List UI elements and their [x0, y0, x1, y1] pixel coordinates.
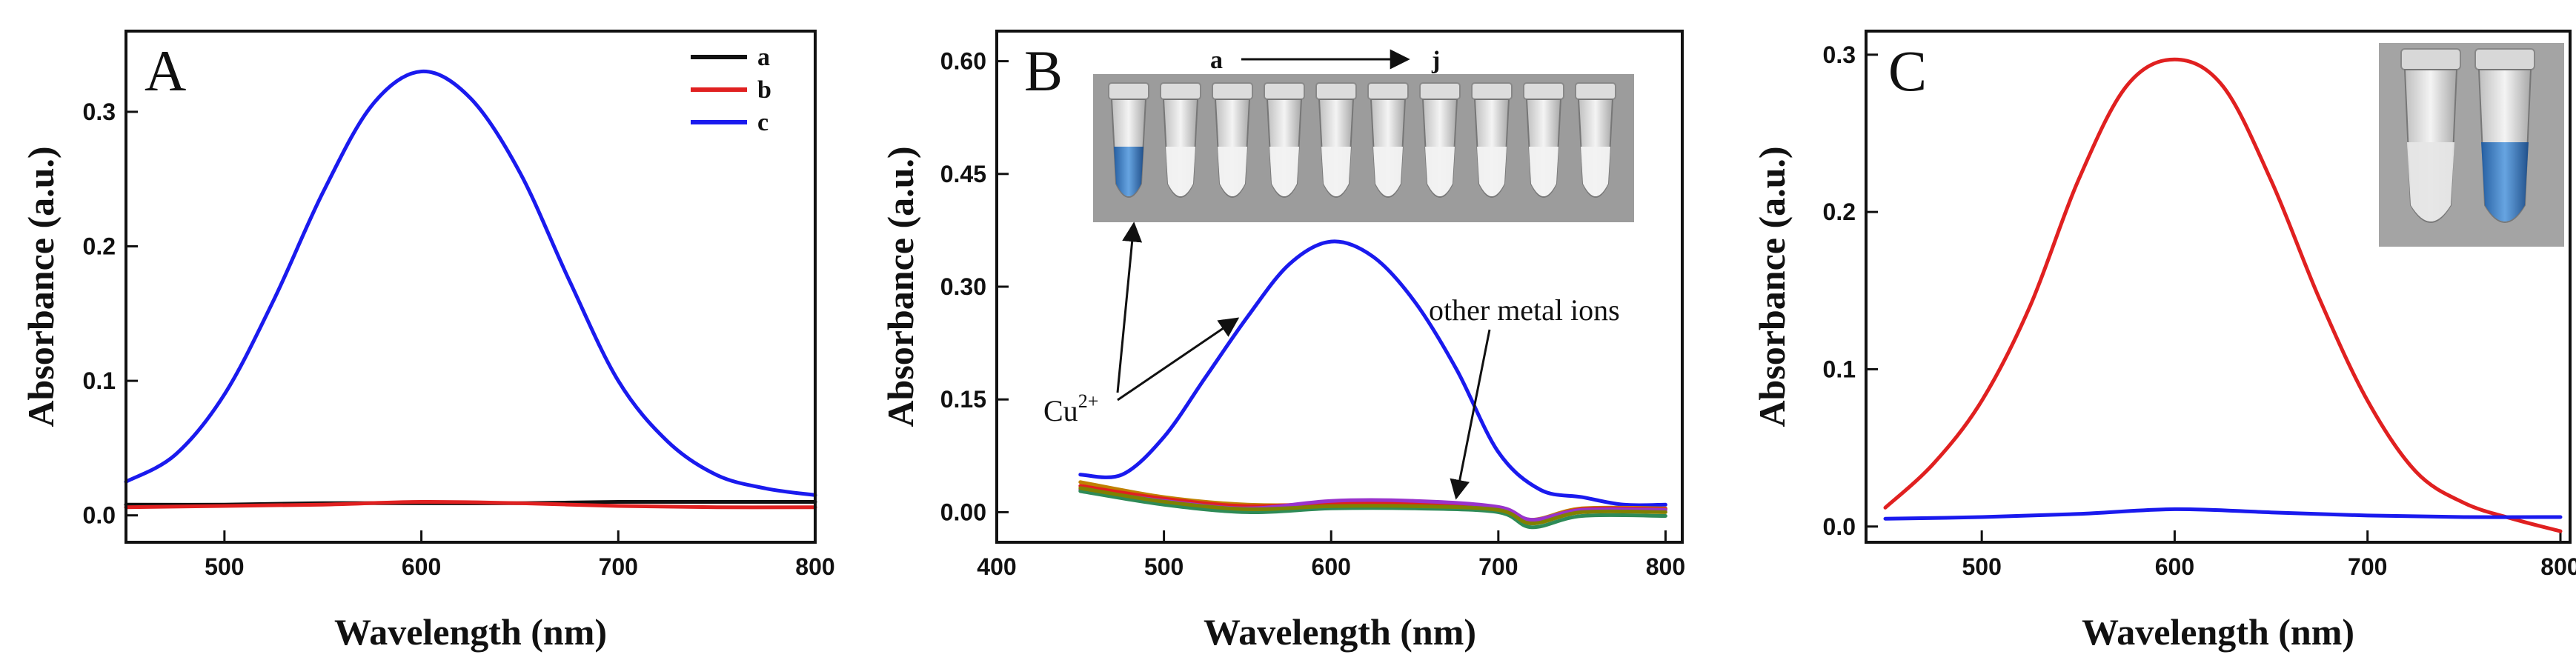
other-metal-ions-label: other metal ions: [1429, 293, 1620, 327]
legend-label-c: c: [757, 109, 769, 136]
y-tick-label: 0.60: [940, 48, 986, 75]
tube-cap: [1264, 82, 1305, 100]
x-tick-label: 800: [795, 553, 834, 580]
panel-b-frame: [995, 30, 1684, 544]
x-tick-label: 700: [2348, 553, 2387, 580]
tube-cap: [1315, 82, 1357, 100]
inset-tubes: [1108, 82, 1616, 198]
panel-a-xlabel: Wavelength (nm): [334, 611, 607, 653]
y-tick-label: 0.30: [940, 273, 986, 300]
series-line-blue: [1883, 507, 2563, 521]
x-tick-label: 700: [599, 553, 638, 580]
tube-solution-clear: [2407, 142, 2454, 221]
x-tick-label: 600: [1312, 553, 1351, 580]
panel-b-ylabel: Absorbance (a.u.): [880, 146, 921, 427]
series-line-c: [124, 69, 817, 497]
cu-arrow-to-curve: [1117, 317, 1240, 402]
series-line-red: [1883, 57, 2563, 533]
inset-c-tubes: [2400, 48, 2535, 223]
panel-c-xlabel: Wavelength (nm): [2082, 611, 2354, 653]
other-ions-arrow: [1450, 329, 1491, 500]
panel-c-inner: 500 600 700 800 0.0 0.1 0.2 0.3: [1823, 41, 2576, 580]
tube-cap: [2400, 48, 2461, 70]
panel-a-legend: a b c: [691, 44, 771, 136]
tube-solution-clear: [1321, 147, 1351, 196]
y-tick-label: 0.45: [940, 161, 986, 187]
cu-arrow-to-tube: [1116, 221, 1143, 393]
x-tick-label: 400: [977, 553, 1016, 580]
tube-cap: [1367, 82, 1409, 100]
panel-a-inner: 500 600 700 800 0.0 0.1 0.2 0.3: [83, 69, 835, 580]
inset-label-start: a: [1210, 47, 1223, 74]
tube-cap: [1575, 82, 1616, 100]
panel-a-frame: [125, 30, 817, 544]
tube-solution-blue: [1114, 147, 1143, 196]
panel-a: 500 600 700 800 0.0 0.1 0.2 0.3 A a b c Wavelen…: [20, 30, 835, 653]
y-tick-label: 0.1: [1823, 356, 1856, 382]
panel-b-label: B: [1024, 39, 1063, 103]
tube-solution-clear: [1477, 147, 1507, 196]
panel-a-label: A: [145, 39, 186, 103]
y-tick-label: 0.2: [83, 233, 116, 260]
cu-label-base: Cu: [1043, 394, 1078, 427]
x-tick-label: 500: [205, 553, 244, 580]
tube-solution-clear: [1166, 147, 1195, 196]
x-tick-label: 800: [2540, 553, 2576, 580]
y-tick-label: 0.3: [83, 99, 116, 125]
panel-b-inner: 400 500 600 700 800 0.00 0.15 0.30 0.45 0.60: [940, 48, 1685, 580]
y-tick-label: 0.0: [1823, 513, 1856, 540]
x-tick-label: 500: [1962, 553, 2001, 580]
tube-cap: [1419, 82, 1461, 100]
y-tick-label: 0.15: [940, 386, 986, 413]
tube-solution-clear: [1529, 147, 1558, 196]
panel-b-xlabel: Wavelength (nm): [1204, 611, 1476, 653]
tube-cap: [1108, 82, 1149, 100]
legend-label-a: a: [757, 44, 770, 71]
inset-label-end: j: [1431, 47, 1440, 74]
y-tick-label: 0.0: [83, 502, 116, 529]
tube-solution-clear: [1425, 147, 1455, 196]
tube-solution-clear: [1218, 147, 1247, 196]
tube-cap: [1471, 82, 1513, 100]
cu-label: Cu2+: [1043, 390, 1098, 427]
x-tick-label: 600: [2155, 553, 2194, 580]
tube-cap: [1160, 82, 1201, 100]
series-line-cu2-: [1078, 239, 1667, 507]
x-tick-label: 800: [1646, 553, 1685, 580]
tube-solution-clear: [1373, 147, 1403, 196]
panel-b: 400 500 600 700 800 0.00 0.15 0.30 0.45 0.60 B a …: [880, 30, 1685, 653]
tube-cap: [1523, 82, 1564, 100]
legend-label-b: b: [757, 76, 771, 104]
tube-solution-clear: [1581, 147, 1610, 196]
panel-c-inset-photo: [2379, 43, 2564, 247]
panel-b-annotations: Cu2+ other metal ions: [1043, 221, 1620, 500]
x-tick-label: 700: [1478, 553, 1518, 580]
series-line-b: [124, 499, 817, 510]
y-tick-label: 0.1: [83, 367, 116, 394]
panel-c-label: C: [1888, 39, 1927, 103]
tube-cap: [1212, 82, 1253, 100]
y-tick-label: 0.3: [1823, 41, 1856, 68]
panel-b-inset-photo: a j: [1093, 47, 1634, 222]
panel-c-frame: [1865, 30, 2572, 544]
x-tick-label: 500: [1144, 553, 1184, 580]
panel-a-ylabel: Absorbance (a.u.): [20, 146, 62, 427]
y-tick-label: 0.00: [940, 499, 986, 525]
panel-c: 500 600 700 800 0.0 0.1 0.2 0.3 C Wavelength (n…: [1751, 30, 2576, 653]
y-tick-label: 0.2: [1823, 199, 1856, 225]
x-tick-label: 600: [402, 553, 441, 580]
series-line-other-5: [1078, 486, 1667, 526]
tube-solution-blue: [2481, 142, 2529, 221]
tube-cap: [2474, 48, 2535, 70]
tube-solution-clear: [1269, 147, 1299, 196]
panel-c-ylabel: Absorbance (a.u.): [1751, 146, 1793, 427]
series-line-other-4: [1078, 489, 1667, 530]
cu-label-superscript: 2+: [1078, 390, 1099, 412]
